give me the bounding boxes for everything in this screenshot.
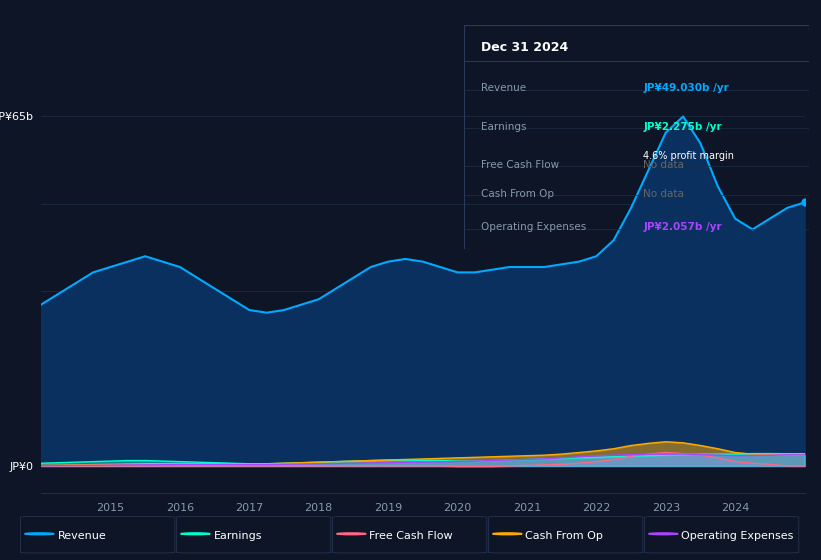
Text: 4.6% profit margin: 4.6% profit margin xyxy=(643,151,734,161)
Text: JP¥2.057b /yr: JP¥2.057b /yr xyxy=(643,222,722,232)
Text: Cash From Op: Cash From Op xyxy=(525,531,603,541)
Text: No data: No data xyxy=(643,189,684,199)
Text: Revenue: Revenue xyxy=(57,531,106,541)
Text: Free Cash Flow: Free Cash Flow xyxy=(369,531,453,541)
Text: Cash From Op: Cash From Op xyxy=(481,189,554,199)
Circle shape xyxy=(25,533,54,535)
Text: JP¥2.275b /yr: JP¥2.275b /yr xyxy=(643,122,722,132)
Circle shape xyxy=(649,533,678,535)
Text: Revenue: Revenue xyxy=(481,83,526,94)
Text: Dec 31 2024: Dec 31 2024 xyxy=(481,41,568,54)
Circle shape xyxy=(493,533,522,535)
Circle shape xyxy=(337,533,366,535)
Text: No data: No data xyxy=(643,160,684,170)
Text: Earnings: Earnings xyxy=(213,531,262,541)
Text: JP¥49.030b /yr: JP¥49.030b /yr xyxy=(643,83,729,94)
Circle shape xyxy=(181,533,210,535)
Text: Free Cash Flow: Free Cash Flow xyxy=(481,160,559,170)
Text: Earnings: Earnings xyxy=(481,122,526,132)
Text: Operating Expenses: Operating Expenses xyxy=(681,531,794,541)
Text: Operating Expenses: Operating Expenses xyxy=(481,222,586,232)
